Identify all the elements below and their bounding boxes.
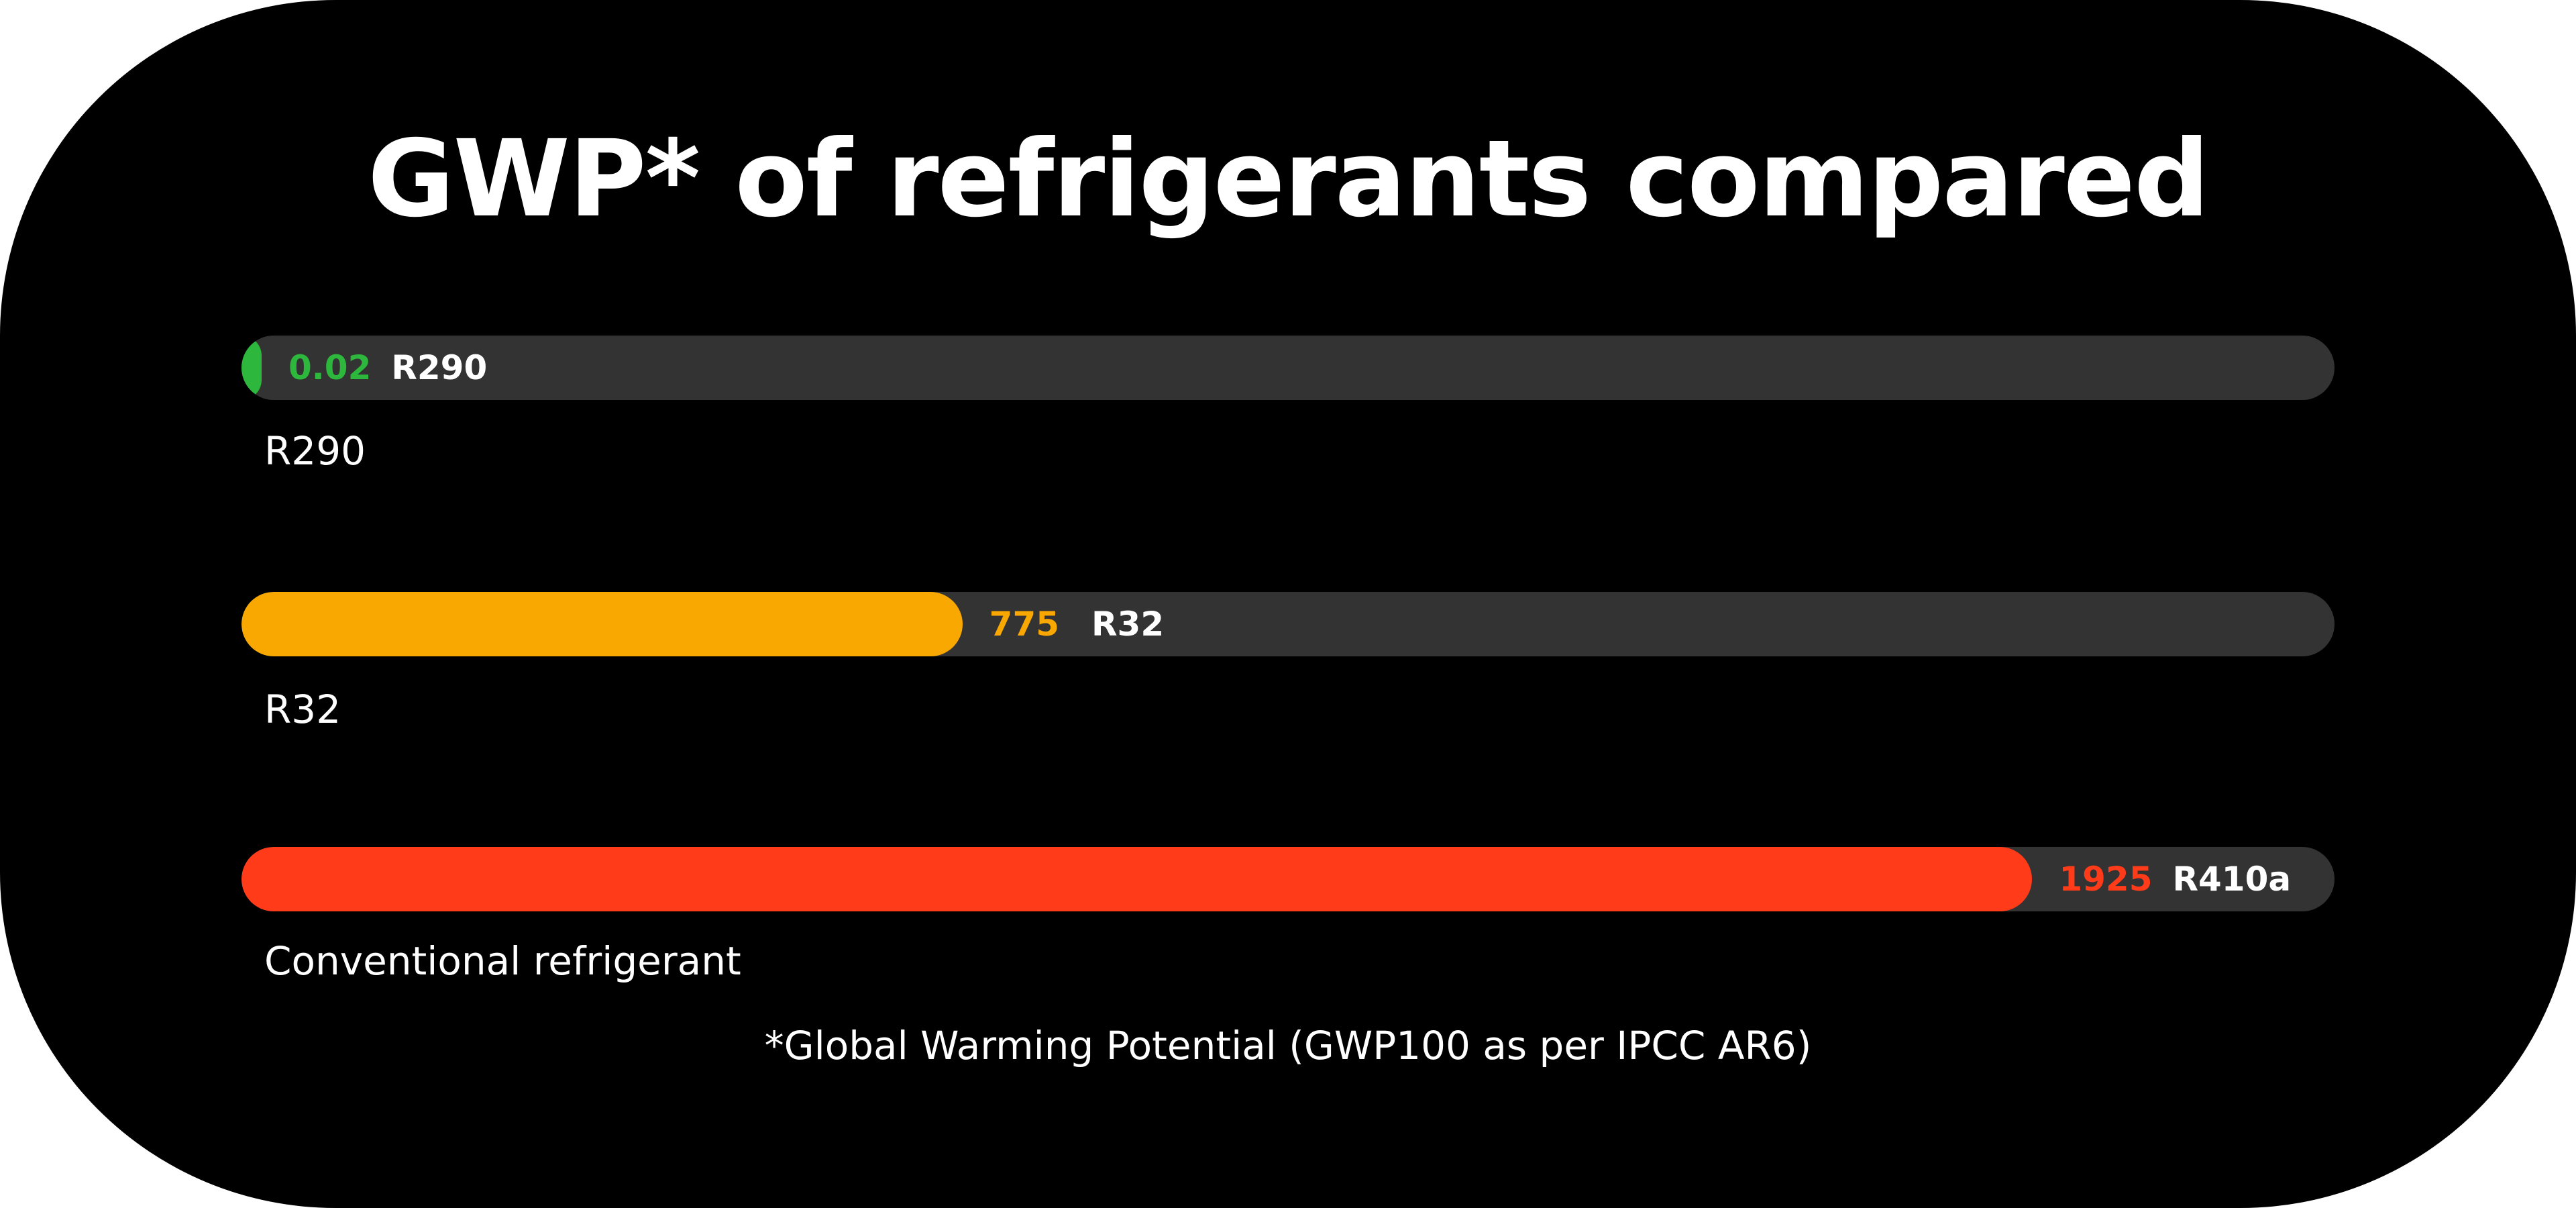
chart-title: GWP* of refrigerants compared <box>367 117 2210 241</box>
caption-r32: R32 <box>264 687 341 732</box>
bar-name-r410a: R410a <box>2172 860 2292 899</box>
bar-track <box>241 336 2334 400</box>
bar-r410a <box>241 847 2033 911</box>
caption-conventional: Conventional refrigerant <box>264 938 741 984</box>
footnote: *Global Warming Potential (GWP100 as per… <box>764 1023 1812 1068</box>
value-label-r290: 0.02 <box>288 348 372 387</box>
bar-r32 <box>241 592 963 656</box>
caption-r290: R290 <box>264 428 366 474</box>
bar-name-r32: R32 <box>1091 605 1165 644</box>
bar-track <box>241 592 2334 656</box>
value-label-r410a: 1925 <box>2059 860 2153 899</box>
bar-r290 <box>241 336 262 400</box>
bar-name-r290: R290 <box>391 348 488 387</box>
bar-track <box>241 847 2334 911</box>
value-label-r32: 775 <box>989 605 1060 644</box>
